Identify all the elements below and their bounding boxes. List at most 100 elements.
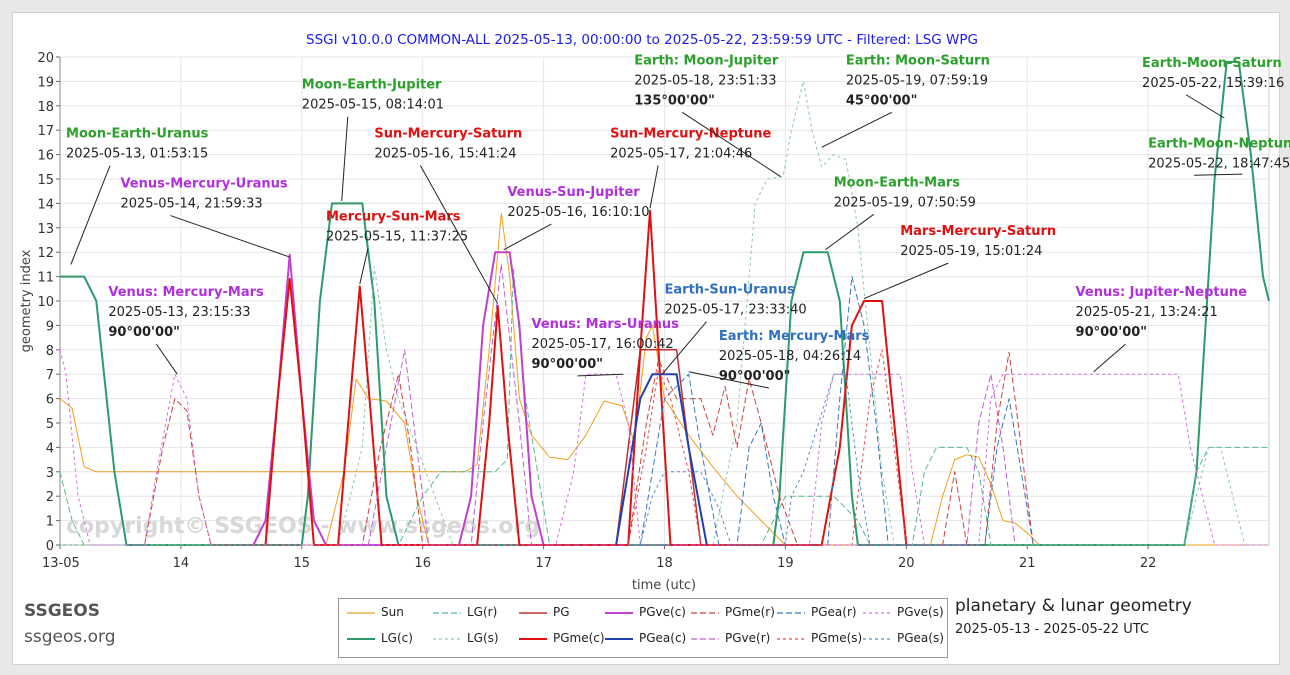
- legend-label: LG(c): [381, 631, 413, 645]
- annotation: Earth: Moon-Saturn 2025-05-19, 07:59:19 45…: [821, 53, 990, 148]
- annotation-angle: 135°00'00": [634, 93, 715, 108]
- legend-item[interactable]: Sun: [345, 603, 431, 623]
- annotation: Venus: Jupiter-Neptune 2025-05-21, 13:24:…: [1076, 285, 1247, 373]
- legend-item[interactable]: PGea(s): [861, 629, 947, 649]
- x-tick-label: 15: [294, 556, 311, 571]
- annotation-title: Mercury-Sun-Mars: [326, 209, 461, 224]
- chart-title: SSGI v10.0.0 COMMON-ALL 2025-05-13, 00:0…: [306, 32, 978, 48]
- legend-swatch: [863, 612, 891, 614]
- annotation-title: Venus-Sun-Jupiter: [507, 185, 640, 200]
- annotation: Venus-Mercury-Uranus 2025-05-14, 21:59:33: [120, 177, 290, 258]
- annotation-time: 2025-05-22, 15:39:16: [1142, 76, 1284, 91]
- annotation-title: Moon-Earth-Uranus: [66, 127, 209, 142]
- legend-label: PGme(c): [553, 631, 605, 645]
- legend-swatch: [605, 638, 633, 640]
- annotation: Sun-Mercury-Saturn 2025-05-16, 15:41:24: [374, 127, 522, 304]
- legend-swatch: [433, 612, 461, 614]
- y-tick-label: 7: [46, 368, 54, 383]
- annotation-leader: [649, 165, 659, 209]
- y-tick-label: 0: [46, 539, 54, 554]
- legend-item[interactable]: PGea(r): [775, 603, 861, 623]
- annotation-leader: [155, 343, 178, 375]
- annotation-leader: [503, 223, 552, 251]
- y-tick-label: 12: [37, 246, 54, 261]
- annotation-time: 2025-05-17, 16:00:42: [532, 337, 674, 352]
- y-tick-label: 19: [37, 75, 54, 90]
- annotation: Venus: Mercury-Mars 2025-05-13, 23:15:33 9…: [108, 285, 264, 375]
- annotation-time: 2025-05-16, 15:41:24: [374, 147, 516, 162]
- annotation-leader: [170, 215, 290, 258]
- legend-item[interactable]: PGea(c): [603, 629, 689, 649]
- legend-item[interactable]: LG(c): [345, 629, 431, 649]
- series-line-lg-r-: [59, 268, 1269, 546]
- annotation-title: Moon-Earth-Jupiter: [302, 78, 442, 93]
- y-tick-label: 11: [37, 271, 54, 286]
- y-tick-label: 2: [46, 490, 54, 505]
- annotation-time: 2025-05-19, 07:50:59: [834, 195, 976, 210]
- annotation-title: Venus: Mars-Uranus: [532, 317, 680, 332]
- annotation: Moon-Earth-Uranus 2025-05-13, 01:53:15: [66, 127, 209, 265]
- annotation-leader: [1185, 94, 1225, 119]
- series-line-pgea-c-: [615, 373, 708, 546]
- legend-item[interactable]: PG: [517, 603, 603, 623]
- x-tick-label: 18: [656, 556, 673, 571]
- legend-item[interactable]: PGve(s): [861, 603, 947, 623]
- x-tick-label: 14: [173, 556, 190, 571]
- legend-swatch: [777, 638, 805, 640]
- legend-swatch: [863, 638, 891, 640]
- annotation-leader: [1093, 343, 1126, 373]
- annotation-leader: [682, 111, 781, 177]
- chart-description: planetary & lunar geometry: [955, 596, 1192, 616]
- legend-label: PGve(r): [725, 631, 771, 645]
- legend-label: PGea(s): [897, 631, 944, 645]
- annotation: Venus-Sun-Jupiter 2025-05-16, 16:10:10: [503, 185, 650, 251]
- legend-item[interactable]: LG(r): [431, 603, 517, 623]
- annotation: Earth-Moon-Saturn 2025-05-22, 15:39:16: [1142, 56, 1284, 119]
- annotation-time: 2025-05-17, 21:04:46: [610, 147, 752, 162]
- annotation-leader: [70, 165, 111, 265]
- annotation-leader: [359, 248, 369, 285]
- annotation-leader: [419, 165, 499, 304]
- series-line-pgve-s-: [59, 349, 1269, 546]
- legend-item[interactable]: PGve(r): [689, 629, 775, 649]
- annotation-title: Venus-Mercury-Uranus: [120, 177, 287, 192]
- y-tick-label: 17: [37, 124, 54, 139]
- y-tick-label: 14: [37, 197, 54, 212]
- y-tick-label: 3: [46, 466, 54, 481]
- series-line-pgve-r-: [367, 263, 1016, 546]
- legend-item[interactable]: PGme(r): [689, 603, 775, 623]
- annotation: Earth-Moon-Neptune 2025-05-22, 18:47:45: [1148, 136, 1290, 176]
- legend-label: PGea(r): [811, 605, 857, 619]
- annotation-angle: 90°00'00": [1076, 325, 1148, 340]
- annotation-title: Earth: Mercury-Mars: [719, 329, 870, 344]
- annotation: Earth: Moon-Jupiter 2025-05-18, 23:51:33 1…: [634, 53, 781, 177]
- legend: Sun LG(r) PG PGve(c) PGme(r) PGea(r) PGve(s) LG…: [338, 598, 948, 658]
- annotation: Sun-Mercury-Neptune 2025-05-17, 21:04:46: [610, 127, 771, 209]
- annotation: Moon-Earth-Mars 2025-05-19, 07:50:59: [825, 175, 976, 251]
- series-line-pgea-s-: [639, 373, 871, 546]
- legend-label: Sun: [381, 605, 404, 619]
- legend-item[interactable]: PGme(c): [517, 629, 605, 649]
- legend-item[interactable]: LG(s): [431, 629, 517, 649]
- annotation-angle: 90°00'00": [108, 325, 180, 340]
- y-tick-label: 18: [37, 100, 54, 115]
- legend-label: PGme(s): [811, 631, 863, 645]
- annotation: Earth-Sun-Uranus 2025-05-17, 23:33:40: [661, 283, 807, 375]
- annotation-time: 2025-05-18, 04:26:14: [719, 349, 861, 364]
- x-tick-label: 17: [535, 556, 552, 571]
- legend-swatch: [691, 638, 719, 640]
- y-tick-label: 13: [37, 222, 54, 237]
- annotation-time: 2025-05-22, 18:47:45: [1148, 156, 1290, 171]
- legend-swatch: [347, 638, 375, 640]
- legend-item[interactable]: PGve(c): [603, 603, 689, 623]
- brand-site[interactable]: ssgeos.org: [24, 627, 116, 647]
- annotation-title: Sun-Mercury-Neptune: [610, 127, 771, 142]
- annotation-time: 2025-05-18, 23:51:33: [634, 73, 776, 88]
- legend-item[interactable]: PGme(s): [775, 629, 863, 649]
- annotation: Venus: Mars-Uranus 2025-05-17, 16:00:42 90…: [532, 317, 680, 377]
- annotation-time: 2025-05-15, 08:14:01: [302, 98, 444, 113]
- legend-label: PGme(r): [725, 605, 775, 619]
- annotation-time: 2025-05-14, 21:59:33: [120, 197, 262, 212]
- legend-swatch: [433, 638, 461, 640]
